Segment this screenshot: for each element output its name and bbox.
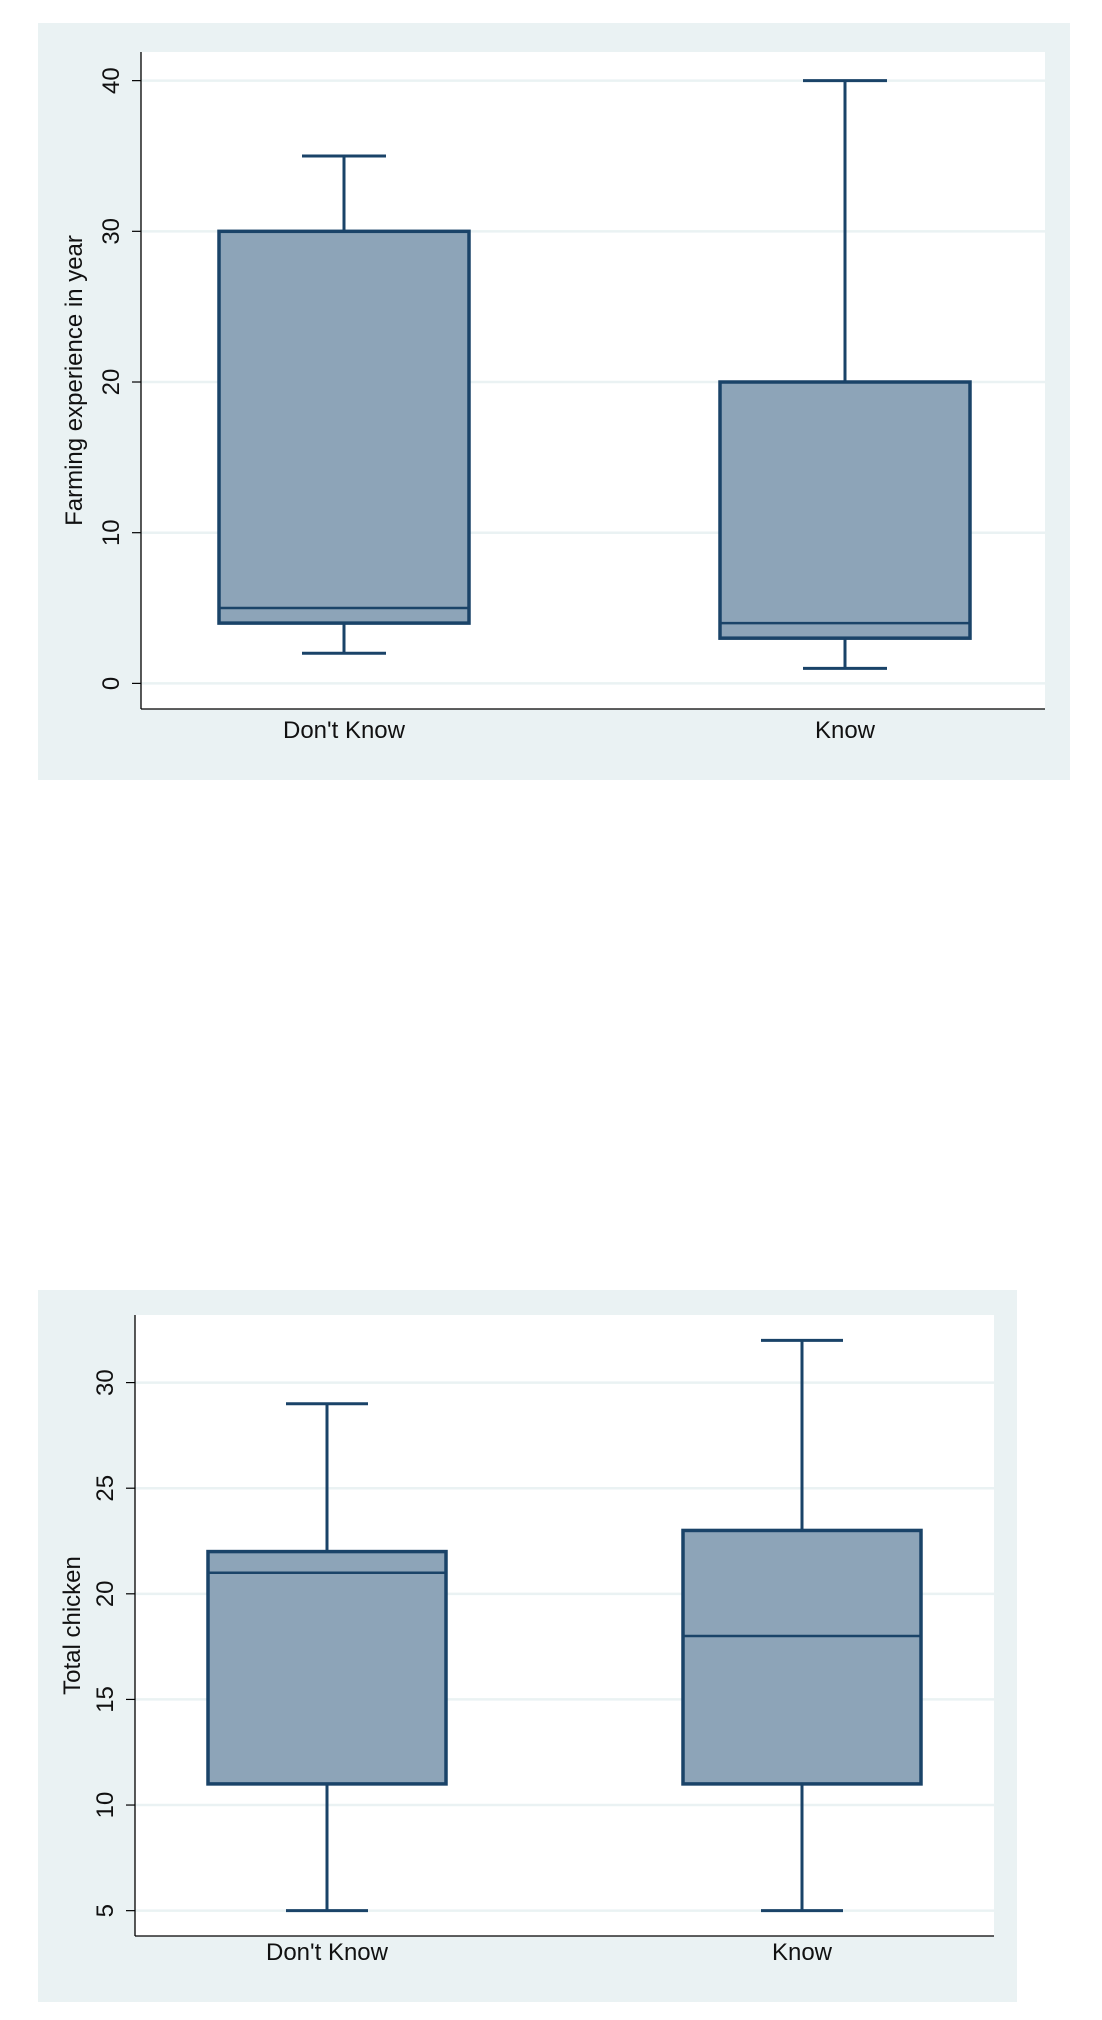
- y-tick-label: 0: [98, 677, 125, 690]
- y-tick-label: 5: [92, 1904, 119, 1917]
- category-label: Know: [772, 1939, 833, 1966]
- y-tick-label: 10: [92, 1792, 119, 1819]
- y-tick-label: 20: [92, 1580, 119, 1607]
- category-label: Don't Know: [283, 717, 406, 744]
- iqr-box: [206, 1549, 448, 1786]
- y-tick-label: 30: [98, 218, 125, 245]
- category-label: Know: [815, 717, 876, 744]
- y-tick-label: 25: [92, 1475, 119, 1502]
- y-axis-title: Farming experience in year: [61, 235, 88, 526]
- iqr-box: [718, 380, 972, 640]
- chart-1: 0 10 20 30 40 Farming experience in year Don't…: [38, 23, 1070, 780]
- y-tick-label: 10: [98, 519, 125, 546]
- y-tick-label: 30: [92, 1369, 119, 1396]
- y-tick-label: 20: [98, 369, 125, 396]
- chart-2: 5 10 15 20 25 30 Total chicken Don't Know Know: [38, 1290, 1017, 2002]
- y-axis-title: Total chicken: [59, 1556, 86, 1695]
- y-tick-label: 15: [92, 1686, 119, 1713]
- category-label: Don't Know: [266, 1939, 389, 1966]
- box-know: [681, 1338, 923, 1913]
- iqr-box: [217, 229, 471, 625]
- iqr-box: [681, 1528, 923, 1786]
- box-know: [718, 79, 972, 670]
- box-dont-know: [217, 154, 471, 655]
- y-tick-label: 40: [98, 67, 125, 94]
- box-dont-know: [206, 1402, 448, 1913]
